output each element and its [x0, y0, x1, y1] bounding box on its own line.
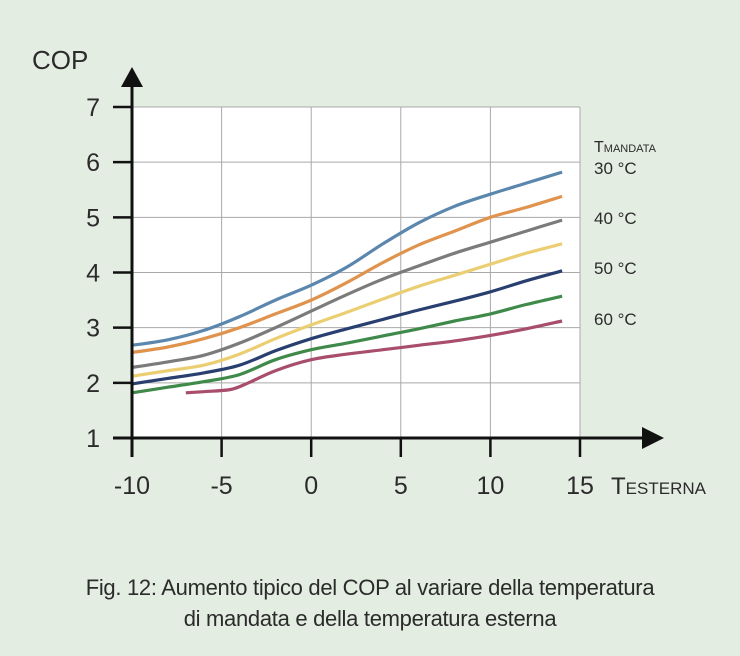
- x-tick-label: -5: [210, 472, 232, 500]
- legend-label-30: 30 °C: [594, 159, 637, 178]
- x-axis-label: TESTERNA: [611, 473, 707, 500]
- caption-line-1: Fig. 12: Aumento tipico del COP al varia…: [85, 575, 655, 600]
- x-axis-arrow: [642, 427, 664, 449]
- series-line-5: [131, 269, 563, 386]
- cop-chart: 1 2 3 4 5 6 7 -10 -5 0 5 10 15 COP TESTERNA TMANDATA…: [32, 45, 707, 500]
- x-tick-label: 15: [566, 472, 594, 500]
- y-tick-label: 4: [86, 260, 100, 288]
- legend-label-50: 50 °C: [594, 259, 637, 278]
- axis-ticks: 1 2 3 4 5 6 7 -10 -5 0 5 10 15: [86, 94, 594, 500]
- series-line-4: [131, 242, 563, 378]
- y-tick-label: 7: [86, 94, 100, 122]
- series-line-7: [185, 319, 563, 395]
- y-axis-arrow: [121, 67, 143, 87]
- legend-label-60: 60 °C: [594, 310, 637, 329]
- series-line-6: [131, 294, 563, 395]
- x-tick-label: -10: [114, 472, 150, 500]
- y-tick-label: 1: [86, 425, 100, 453]
- y-axis-label: COP: [32, 45, 88, 75]
- series-line-2: [131, 194, 563, 355]
- legend-title: TMANDATA: [594, 139, 657, 156]
- series-lines: [131, 170, 563, 395]
- y-tick-label: 2: [86, 370, 100, 398]
- y-tick-label: 5: [86, 204, 100, 232]
- y-tick-label: 6: [86, 149, 100, 177]
- y-tick-label: 3: [86, 315, 100, 343]
- series-line-3: [131, 218, 563, 369]
- x-tick-label: 0: [304, 472, 318, 500]
- x-tick-label: 5: [394, 472, 408, 500]
- caption-line-2: di mandata e della temperatura esterna: [183, 606, 557, 631]
- series-line-1: [131, 170, 563, 347]
- legend-label-40: 40 °C: [594, 209, 637, 228]
- x-tick-label: 10: [476, 472, 504, 500]
